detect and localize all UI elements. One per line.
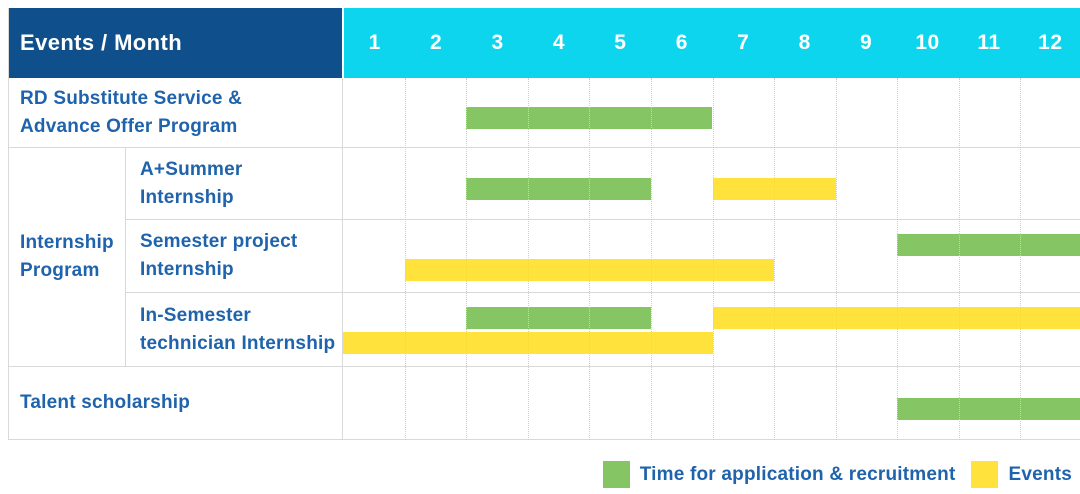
row-label-line: A+Summer: [140, 158, 243, 180]
gantt-bar-application: [466, 107, 713, 129]
chart-row-rd-substitute-service: [343, 78, 1080, 148]
events-month-header-cell: Events / Month: [9, 8, 342, 78]
row-label-line: In-Semester: [140, 304, 251, 326]
group-label-internship-program: Internship Program: [9, 148, 126, 367]
month-gridline: [712, 78, 714, 440]
month-gridline: [650, 78, 652, 440]
chart-area: [342, 78, 1080, 440]
month-gridline: [958, 78, 960, 440]
month-header-6: 6: [675, 31, 688, 54]
row-label-in-semester-technician-internship: In-Semester technician Internship: [126, 293, 342, 367]
group-label-line: Program: [20, 260, 100, 281]
gantt-bar-application: [466, 178, 651, 200]
legend-swatch-application-green: [602, 461, 630, 488]
legend: Time for application & recruitment Event…: [602, 461, 1072, 488]
month-header-12: 12: [1038, 31, 1063, 54]
row-label-line: Internship: [140, 186, 234, 208]
row-label-line: Semester project: [140, 231, 298, 252]
month-header-5: 5: [614, 31, 627, 54]
month-gridline: [897, 78, 899, 440]
row-label-line: RD Substitute Service &: [20, 87, 243, 109]
month-header-9: 9: [859, 31, 873, 54]
month-header-10: 10: [915, 31, 940, 54]
row-label-line: Talent scholarship: [20, 392, 191, 413]
group-label-line: Internship: [20, 232, 114, 253]
month-header-7: 7: [737, 31, 750, 54]
gantt-bar-event: [712, 307, 1080, 329]
month-header-4: 4: [552, 31, 566, 54]
month-header-3: 3: [491, 31, 504, 54]
month-gridline: [774, 78, 776, 440]
row-label-line: technician Internship: [140, 332, 336, 354]
month-gridline: [404, 78, 406, 440]
chart-row-talent-scholarship: [343, 367, 1080, 440]
month-gridline: [1020, 78, 1022, 440]
gantt-bar-application: [466, 307, 651, 329]
legend-label-event: Events: [1008, 463, 1072, 485]
row-label-rd-substitute-service: RD Substitute Service & Advance Offer Pr…: [9, 78, 342, 148]
month-header-2: 2: [430, 31, 443, 54]
month-gridline: [835, 78, 837, 440]
row-label-line: Advance Offer Program: [20, 115, 238, 137]
row-label-talent-scholarship: Talent scholarship: [9, 367, 342, 440]
month-header-8: 8: [798, 31, 811, 54]
row-label-a-plus-summer-internship: A+Summer Internship: [126, 148, 342, 220]
month-gridline: [466, 78, 468, 440]
legend-swatch-event-yellow: [971, 461, 999, 488]
gantt-bar-application: [897, 398, 1080, 420]
row-label-semester-project-internship: Semester project Internship: [126, 220, 342, 293]
chart-row-a-plus-summer-internship: [343, 148, 1080, 220]
month-header-1: 1: [368, 31, 381, 54]
schedule-table: Events / Month 1 2 3 4 5 6 7 8 9 10 11 1…: [8, 8, 1080, 440]
month-gridline: [527, 78, 529, 440]
chart-row-in-semester-technician-internship: [343, 293, 1080, 367]
gantt-bar-application: [897, 234, 1080, 256]
legend-label-application: Time for application & recruitment: [639, 463, 956, 485]
month-gridline: [589, 78, 591, 440]
month-header-11: 11: [977, 31, 1001, 54]
chart-row-semester-project-internship: [343, 220, 1080, 293]
month-header-row: 1 2 3 4 5 6 7 8 9 10 11 12: [344, 8, 1080, 78]
row-label-line: Internship: [140, 259, 234, 280]
events-month-header-label: Events / Month: [20, 30, 183, 55]
